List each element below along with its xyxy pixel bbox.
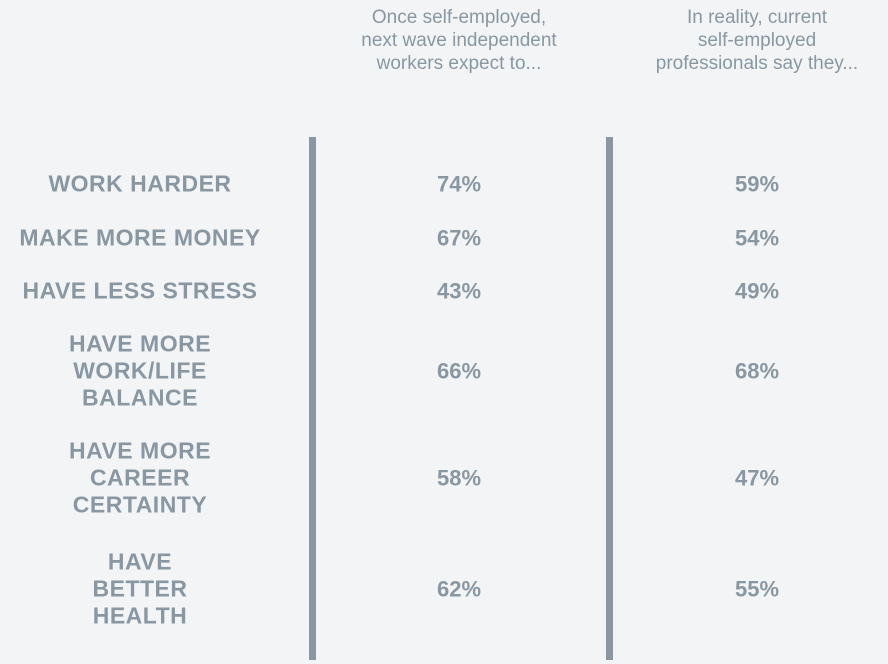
label-line: HAVE LESS STRESS bbox=[22, 277, 258, 304]
percent-value: 55% bbox=[734, 576, 780, 602]
column-divider bbox=[309, 137, 316, 660]
percent-value: 47% bbox=[734, 465, 780, 491]
column-divider bbox=[606, 137, 613, 660]
percent-value: 59% bbox=[734, 171, 780, 197]
percent-value: 49% bbox=[734, 278, 780, 304]
percent-value: 58% bbox=[436, 465, 482, 491]
percent-value: 54% bbox=[734, 225, 780, 251]
label-line: BETTER bbox=[92, 575, 188, 602]
label-line: WORK HARDER bbox=[48, 170, 232, 197]
label-line: CERTAINTY bbox=[72, 491, 208, 518]
percent-value: 68% bbox=[734, 358, 780, 384]
label-line: MAKE MORE MONEY bbox=[19, 224, 261, 251]
label-line: HAVE MORE bbox=[68, 330, 212, 357]
row-label: MAKE MORE MONEY bbox=[0, 225, 280, 252]
column-header: In reality, current self-employed professi… bbox=[607, 6, 888, 75]
row-label: HAVE LESS STRESS bbox=[0, 278, 280, 305]
row-label: HAVE MORE CAREER CERTAINTY bbox=[0, 438, 280, 519]
label-line: CAREER bbox=[89, 464, 191, 491]
label-line: HAVE bbox=[107, 548, 173, 575]
percent-value: 74% bbox=[436, 171, 482, 197]
percent-value: 67% bbox=[436, 225, 482, 251]
label-line: HAVE MORE bbox=[68, 437, 212, 464]
row-label: HAVE MORE WORK/LIFE BALANCE bbox=[0, 331, 280, 412]
header-line: workers expect to... bbox=[376, 53, 542, 74]
header-line: professionals say they... bbox=[655, 53, 859, 74]
percent-value: 43% bbox=[436, 278, 482, 304]
row-label: HAVE BETTER HEALTH bbox=[0, 549, 280, 630]
row-label: WORK HARDER bbox=[0, 171, 280, 198]
label-line: WORK/LIFE bbox=[73, 357, 207, 384]
label-line: HEALTH bbox=[92, 602, 188, 629]
header-line: Once self-employed, bbox=[371, 7, 547, 28]
percent-value: 62% bbox=[436, 576, 482, 602]
header-line: In reality, current bbox=[686, 7, 828, 28]
header-line: self-employed bbox=[697, 30, 817, 51]
column-header: Once self-employed, next wave independent… bbox=[309, 6, 609, 75]
header-line: next wave independent bbox=[361, 30, 557, 51]
label-line: BALANCE bbox=[82, 384, 198, 411]
percent-value: 66% bbox=[436, 358, 482, 384]
